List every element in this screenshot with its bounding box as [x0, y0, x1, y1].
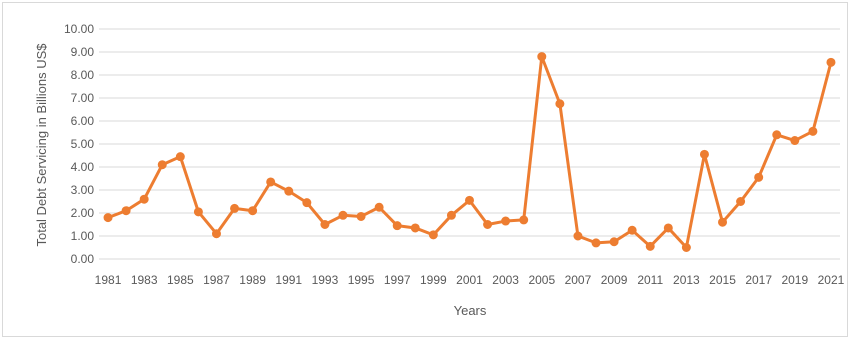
data-point	[663, 223, 673, 233]
data-point	[374, 202, 384, 212]
x-tick-label: 2011	[637, 273, 663, 287]
data-point	[465, 195, 474, 205]
data-point	[121, 206, 131, 216]
data-point	[266, 177, 276, 187]
data-point	[736, 197, 746, 206]
data-point	[248, 206, 258, 216]
x-tick-label: 2003	[492, 273, 519, 287]
x-tick-label: 2007	[565, 273, 592, 287]
data-point	[699, 149, 709, 159]
data-point	[826, 57, 836, 67]
data-point	[175, 152, 185, 162]
x-tick-label: 1981	[95, 273, 122, 287]
x-tick-label: 2015	[709, 273, 736, 287]
data-point	[501, 216, 511, 226]
data-point	[356, 211, 366, 221]
x-tick-label: 1989	[239, 273, 266, 287]
y-tick-label: 9.00	[71, 45, 95, 59]
x-tick-label: 1993	[312, 273, 339, 287]
y-tick-label: 2.00	[71, 206, 95, 220]
y-axis-ticks: 0.00 1.00 2.00 3.00 4.00 5.00 6.00 7.00 8.00 9.00…	[64, 22, 94, 266]
data-point	[537, 52, 547, 62]
data-point	[754, 172, 764, 182]
x-tick-label: 2001	[456, 273, 483, 287]
x-tick-label: 1995	[348, 273, 375, 287]
data-point	[519, 215, 529, 225]
y-tick-label: 5.00	[71, 137, 95, 151]
gridlines	[99, 28, 840, 260]
data-point	[609, 237, 619, 247]
data-point	[591, 238, 601, 248]
x-tick-label: 2005	[528, 273, 555, 287]
data-point	[320, 220, 330, 229]
y-axis-title: Total Debt Servicing in Billions US$	[34, 43, 49, 247]
data-point	[103, 213, 113, 223]
data-point	[808, 126, 818, 136]
data-point	[284, 186, 294, 196]
data-point	[193, 207, 203, 217]
y-tick-label: 10.00	[64, 22, 94, 36]
data-point	[211, 229, 221, 239]
data-point	[139, 194, 149, 204]
x-tick-label: 1985	[167, 273, 194, 287]
data-point	[410, 223, 420, 233]
data-point	[338, 210, 348, 220]
data-point	[555, 99, 565, 109]
series-markers	[103, 52, 836, 252]
data-point	[392, 221, 402, 231]
data-point	[627, 225, 637, 235]
data-point	[428, 230, 438, 240]
data-point	[573, 231, 583, 241]
x-tick-label: 1997	[384, 273, 411, 287]
x-tick-label: 1987	[203, 273, 230, 287]
y-tick-label: 3.00	[71, 183, 95, 197]
y-tick-label: 4.00	[71, 160, 95, 174]
data-point	[230, 203, 240, 213]
x-tick-label: 2017	[745, 273, 772, 287]
data-point	[645, 241, 655, 251]
data-point	[790, 136, 800, 146]
x-tick-label: 1999	[420, 273, 447, 287]
y-tick-label: 6.00	[71, 114, 95, 128]
data-point	[483, 220, 493, 229]
y-tick-label: 1.00	[71, 229, 95, 243]
x-tick-label: 2019	[781, 273, 808, 287]
x-tick-label: 1991	[275, 273, 302, 287]
data-point	[157, 160, 167, 170]
x-tick-label: 2009	[601, 273, 628, 287]
y-tick-label: 8.00	[71, 68, 95, 82]
data-point	[302, 198, 312, 208]
y-tick-label: 7.00	[71, 91, 95, 105]
data-point	[446, 210, 456, 220]
x-tick-label: 2021	[818, 273, 845, 287]
x-axis-title: Years	[454, 303, 487, 318]
data-point	[772, 130, 782, 140]
data-point	[681, 243, 691, 252]
y-tick-label: 0.00	[71, 252, 95, 266]
x-tick-label: 2013	[673, 273, 700, 287]
data-point	[718, 217, 728, 227]
x-axis-ticks: 1981 1983 1985 1987 1989 1991 1993 1995 1997 1999…	[95, 273, 845, 287]
x-tick-label: 1983	[131, 273, 158, 287]
